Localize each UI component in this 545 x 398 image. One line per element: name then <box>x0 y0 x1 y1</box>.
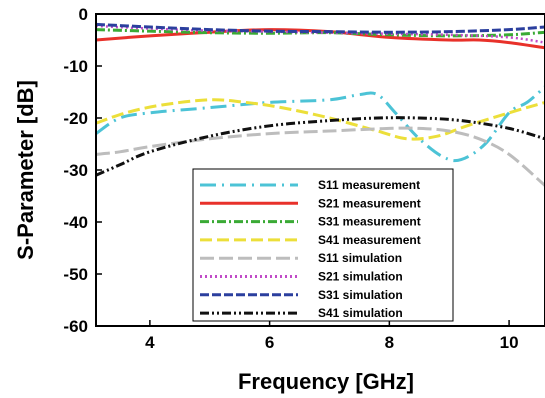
legend-label: S41 simulation <box>318 306 403 320</box>
legend-label: S31 simulation <box>318 288 403 302</box>
legend-label: S21 measurement <box>318 196 421 210</box>
y-tick-label: 0 <box>79 5 88 24</box>
x-tick-label: 4 <box>145 333 155 352</box>
y-tick-label: -50 <box>63 265 88 284</box>
legend-label: S41 measurement <box>318 233 421 247</box>
series-line-8 <box>95 116 545 177</box>
legend-label: S11 simulation <box>318 251 402 265</box>
y-tick-label: -40 <box>63 213 88 232</box>
plot-frame <box>95 13 545 327</box>
x-axis-ticks: 4 6 8 10 <box>145 320 519 352</box>
legend-label: S11 measurement <box>318 178 420 192</box>
legend-label: S21 simulation <box>318 270 403 284</box>
x-tick-label: 6 <box>265 333 274 352</box>
series-line-5 <box>95 126 545 187</box>
x-axis-label: Frequency [GHz] <box>238 369 414 394</box>
legend-label: S31 measurement <box>318 215 421 229</box>
x-tick-label: 10 <box>500 333 519 352</box>
y-tick-label: -60 <box>63 317 88 336</box>
series-line-7 <box>95 22 545 34</box>
y-axis-label: S-Parameter [dB] <box>13 80 38 260</box>
y-tick-label: -30 <box>63 161 88 180</box>
y-axis-ticks: 0 -10 -20 -30 -40 -50 -60 <box>63 5 102 336</box>
legend: S11 measurement S21 measurement S31 measur… <box>192 168 454 322</box>
x-tick-label: 8 <box>385 333 394 352</box>
y-tick-label: -20 <box>63 109 88 128</box>
y-tick-label: -10 <box>63 57 88 76</box>
series-line-4 <box>95 98 545 141</box>
series-layer <box>95 22 545 187</box>
series-line-6 <box>95 24 545 44</box>
